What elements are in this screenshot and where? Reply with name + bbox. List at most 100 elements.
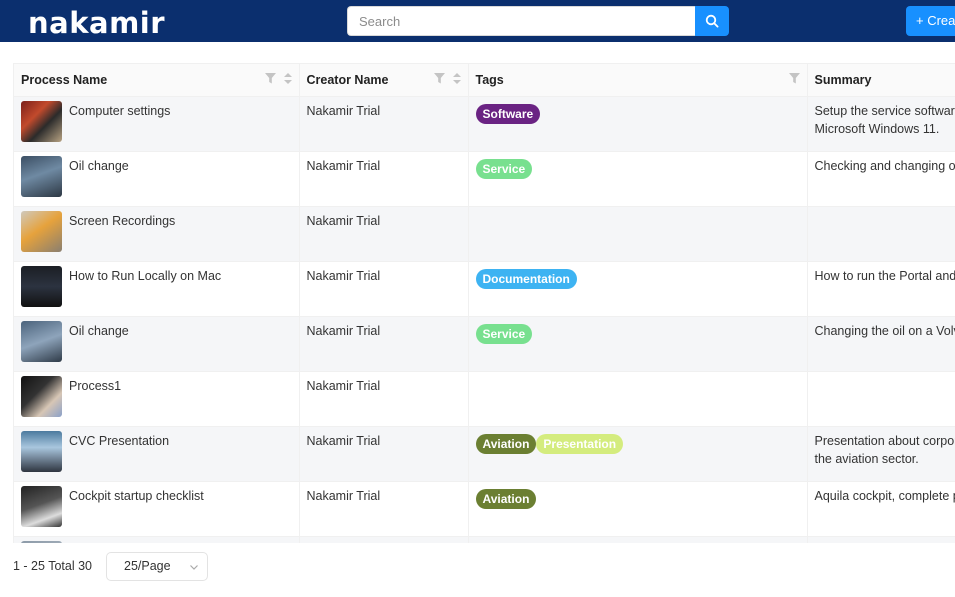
tag-badge: Service: [475, 158, 533, 179]
process-name[interactable]: Oil change: [69, 323, 129, 338]
summary-text: Checking and changing oil: [814, 158, 955, 173]
summary-text: Presentation about corpora: [814, 433, 955, 448]
summary-cell: [807, 371, 955, 427]
table-row[interactable]: Screen Recordings Nakamir Trial: [14, 206, 955, 262]
creator-name-cell: Nakamir Trial: [299, 151, 469, 207]
search-bar: [347, 6, 729, 36]
process-name-cell[interactable]: Oil change: [14, 151, 300, 207]
summary-text: How to run the Portal and: [814, 268, 955, 283]
process-name-cell[interactable]: How to Run Locally on Mac: [14, 261, 300, 317]
tags-cell: [468, 536, 808, 543]
process-thumbnail[interactable]: [21, 265, 62, 307]
pagination-bar: 1 - 25 Total 30 25/Page: [13, 551, 208, 581]
search-button[interactable]: [695, 6, 729, 36]
process-thumbnail[interactable]: [21, 210, 62, 252]
process-name-cell[interactable]: Process1: [14, 371, 300, 427]
summary-text: Aquila cockpit, complete pr: [814, 488, 955, 503]
summary-text: the aviation sector.: [814, 451, 919, 466]
process-thumbnail[interactable]: [21, 540, 62, 543]
creator-name-cell: Nakamir Trial: [299, 316, 469, 372]
tag-badge: Service: [475, 323, 533, 344]
filter-icon[interactable]: [264, 73, 276, 84]
process-name-cell[interactable]: Oil change: [14, 316, 300, 372]
process-thumbnail[interactable]: [21, 155, 62, 197]
summary-cell: Presentation about corpora the aviation s…: [807, 426, 955, 482]
creator-name-cell: Nakamir Trial: [299, 261, 469, 317]
column-header-tags[interactable]: Tags: [468, 64, 808, 97]
table-row[interactable]: Process1 Nakamir Trial: [14, 371, 955, 427]
process-name[interactable]: Process1: [69, 378, 122, 393]
summary-cell: Changing the oil on a Volvo: [807, 316, 955, 372]
table-row[interactable]: Oil change Nakamir Trial Service Changing t…: [14, 316, 955, 372]
summary-cell: [807, 536, 955, 543]
summary-text: Changing the oil on a Volvo: [814, 323, 955, 338]
create-button[interactable]: + Create: [906, 6, 955, 36]
column-header-process-name[interactable]: Process Name: [14, 64, 300, 97]
tags-cell: Aviation Presentation: [468, 426, 808, 482]
summary-text: Microsoft Windows 11.: [814, 121, 940, 136]
chevron-down-icon: [190, 564, 198, 570]
table-row[interactable]: Cockpit startup checklist Nakamir Trial Av…: [14, 481, 955, 537]
tags-cell: Aviation: [468, 481, 808, 537]
table-row[interactable]: How to Run Locally on Mac Nakamir Trial Do…: [14, 261, 955, 317]
table-row[interactable]: CVC Presentation Nakamir Trial Aviation Pre…: [14, 426, 955, 482]
process-name[interactable]: Screen Recordings: [69, 213, 176, 228]
filter-icon[interactable]: [788, 73, 800, 84]
creator-name-cell: Nakamir Trial: [299, 481, 469, 537]
process-name-cell[interactable]: Computer settings: [14, 96, 300, 152]
table-row[interactable]: Oil change Nakamir Trial Service Checking a…: [14, 151, 955, 207]
tags-cell: Documentation: [468, 261, 808, 317]
process-name-cell[interactable]: [14, 536, 300, 543]
creator-name-cell: Nakamir Trial: [299, 371, 469, 427]
process-thumbnail[interactable]: [21, 100, 62, 142]
process-name[interactable]: Computer settings: [69, 103, 171, 118]
process-name[interactable]: Cockpit startup checklist: [69, 488, 204, 503]
tag-badge: Documentation: [475, 268, 577, 289]
creator-name-cell: [299, 536, 469, 543]
summary-cell: Checking and changing oil: [807, 151, 955, 207]
tags-cell: [468, 206, 808, 262]
column-header-creator-name[interactable]: Creator Name: [299, 64, 469, 97]
column-header-summary[interactable]: Summary: [807, 64, 955, 97]
tags-cell: Service: [468, 151, 808, 207]
nakamir-logo[interactable]: nakamir: [28, 6, 166, 40]
table-row[interactable]: Computer settings Nakamir Trial Software Se…: [14, 96, 955, 152]
process-thumbnail[interactable]: [21, 430, 62, 472]
creator-name-cell: Nakamir Trial: [299, 426, 469, 482]
summary-cell: Aquila cockpit, complete pr: [807, 481, 955, 537]
top-navigation-bar: nakamir + Create: [0, 0, 955, 42]
table-row[interactable]: [14, 536, 955, 543]
tag-badge: Software: [475, 103, 541, 124]
process-table: Process Name Creator Name Tags: [13, 63, 955, 543]
process-name-cell[interactable]: Screen Recordings: [14, 206, 300, 262]
pagination-total: 1 - 25 Total 30: [13, 559, 92, 573]
page-size-select[interactable]: 25/Page: [106, 551, 208, 581]
process-name[interactable]: CVC Presentation: [69, 433, 170, 448]
tags-cell: [468, 371, 808, 427]
process-thumbnail[interactable]: [21, 320, 62, 362]
tag-badge: Presentation: [536, 433, 624, 454]
tag-badge: Aviation: [475, 488, 537, 509]
summary-cell: [807, 206, 955, 262]
tag-badge: Aviation: [475, 433, 537, 454]
creator-name-cell: Nakamir Trial: [299, 206, 469, 262]
process-thumbnail[interactable]: [21, 485, 62, 527]
process-thumbnail[interactable]: [21, 375, 62, 417]
summary-cell: Setup the service software Microsoft Wind…: [807, 96, 955, 152]
sort-icon[interactable]: [452, 73, 461, 84]
process-name[interactable]: How to Run Locally on Mac: [69, 268, 222, 283]
page-size-value: 25/Page: [124, 559, 171, 573]
search-input[interactable]: [347, 6, 695, 36]
tags-cell: Service: [468, 316, 808, 372]
process-name-cell[interactable]: Cockpit startup checklist: [14, 481, 300, 537]
filter-icon[interactable]: [433, 73, 445, 84]
table-header-row: Process Name Creator Name Tags: [14, 64, 955, 97]
summary-text: Setup the service software: [814, 103, 955, 118]
tags-cell: Software: [468, 96, 808, 152]
summary-cell: How to run the Portal and: [807, 261, 955, 317]
sort-icon[interactable]: [283, 73, 292, 84]
process-name[interactable]: Oil change: [69, 158, 129, 173]
creator-name-cell: Nakamir Trial: [299, 96, 469, 152]
search-icon: [705, 14, 719, 28]
process-name-cell[interactable]: CVC Presentation: [14, 426, 300, 482]
